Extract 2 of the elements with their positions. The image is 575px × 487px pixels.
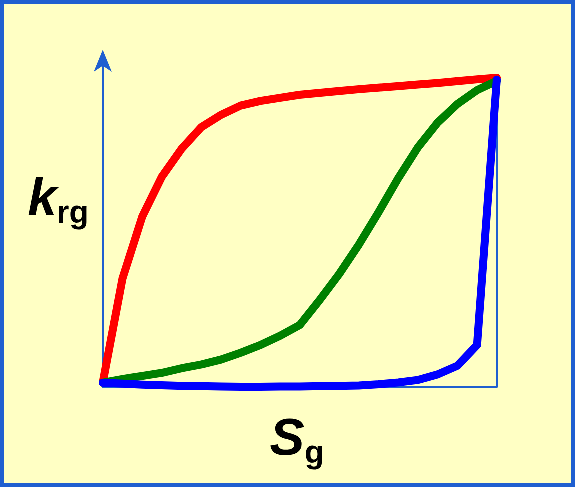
y-axis-title: k$_{rg}$ xyxy=(28,169,89,230)
x-axis-title: S$_{g}$ xyxy=(270,409,324,470)
